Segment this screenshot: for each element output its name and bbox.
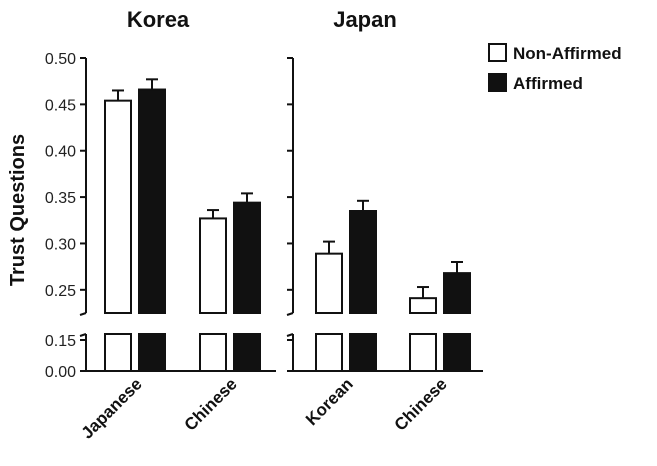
y-tick-label: 0.25 — [45, 283, 76, 300]
bar-lower-non-affirmed-chinese — [409, 333, 437, 372]
bar-non-affirmed-chinese — [199, 217, 227, 314]
x-category-label-japanese: Japanese — [78, 374, 146, 442]
axis-break-mark-upper — [286, 312, 294, 316]
legend-label-non-affirmed: Non-Affirmed — [513, 44, 622, 63]
bar-lower-affirmed-chinese — [443, 333, 471, 372]
x-category-label-chinese: Chinese — [391, 374, 451, 434]
legend-swatch-non-affirmed — [488, 43, 507, 62]
error-bars — [112, 78, 463, 299]
panel-title-japan: Japan — [333, 7, 397, 32]
panel-title-korea: Korea — [127, 7, 190, 32]
axis-break-mark-lower — [79, 333, 87, 337]
bar-lower-affirmed-korean — [349, 333, 377, 372]
y-axis-label: Trust Questions — [7, 134, 29, 286]
bar-non-affirmed-japanese — [104, 99, 132, 315]
bar-affirmed-chinese — [233, 201, 261, 314]
x-category-label-chinese: Chinese — [181, 374, 241, 434]
y-tick-label: 0.00 — [45, 364, 76, 381]
bar-lower-affirmed-japanese — [138, 333, 166, 372]
legend-swatch-affirmed — [488, 73, 507, 92]
y-tick-label: 0.15 — [45, 333, 76, 350]
bars — [104, 88, 471, 372]
bar-non-affirmed-korean — [315, 252, 343, 314]
y-axis-left: 0.00 0.15 0.25 0.30 0.35 0.40 0.45 0.50 — [45, 51, 87, 381]
x-category-label-korean: Korean — [302, 374, 357, 429]
y-tick-label: 0.40 — [45, 144, 76, 161]
y-tick-label: 0.35 — [45, 190, 76, 207]
axis-break-mark-upper — [79, 312, 87, 316]
category-labels: Japanese Chinese Korean Chinese — [78, 374, 451, 442]
y-axis-right — [286, 57, 294, 372]
bar-non-affirmed-chinese — [409, 297, 437, 314]
bar-lower-non-affirmed-chinese — [199, 333, 227, 372]
y-tick-label: 0.50 — [45, 51, 76, 68]
bar-affirmed-korean — [349, 210, 377, 314]
bar-lower-non-affirmed-korean — [315, 333, 343, 372]
y-tick-label: 0.30 — [45, 236, 76, 253]
y-tick-label: 0.45 — [45, 97, 76, 114]
bar-lower-non-affirmed-japanese — [104, 333, 132, 372]
bar-lower-affirmed-chinese — [233, 333, 261, 372]
legend: Non-Affirmed Affirmed — [488, 43, 622, 93]
bar-affirmed-chinese — [443, 272, 471, 314]
axis-break-mark-lower — [286, 333, 294, 337]
legend-label-affirmed: Affirmed — [513, 74, 583, 93]
bar-affirmed-japanese — [138, 88, 166, 315]
